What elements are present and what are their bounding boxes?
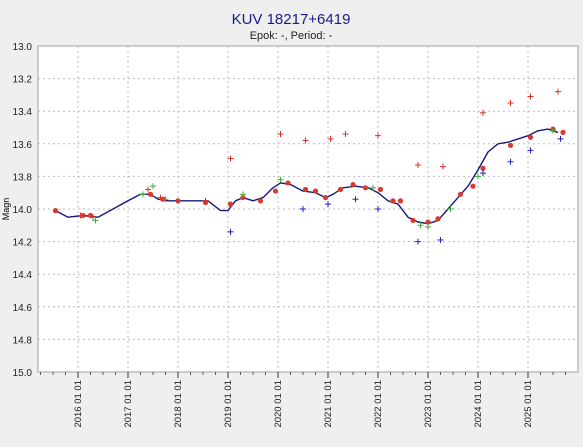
grid-layer bbox=[38, 46, 578, 372]
x-tick-label: 2023 01 01 bbox=[423, 380, 434, 428]
observation-marker bbox=[415, 238, 421, 245]
mean-point bbox=[560, 129, 566, 135]
observation-marker bbox=[550, 127, 556, 134]
x-tick-label: 2019 01 01 bbox=[223, 380, 234, 428]
observation-marker bbox=[150, 183, 156, 190]
mean-point bbox=[527, 134, 534, 140]
mean-point bbox=[337, 186, 344, 193]
observation-marker bbox=[227, 155, 234, 162]
x-tick-label: 2021 01 01 bbox=[323, 380, 334, 428]
x-tick-label: 2017 01 01 bbox=[123, 380, 134, 428]
series-layer bbox=[52, 88, 566, 245]
observation-marker bbox=[202, 197, 209, 204]
observation-marker bbox=[555, 88, 561, 95]
observation-marker bbox=[92, 217, 99, 224]
x-tick-label: 2018 01 01 bbox=[173, 380, 184, 428]
mean-point bbox=[227, 201, 234, 207]
observation-marker bbox=[302, 137, 309, 144]
mean-point bbox=[377, 186, 384, 193]
observation-marker bbox=[415, 161, 421, 168]
observation-marker bbox=[440, 163, 446, 170]
observation-marker bbox=[527, 147, 534, 154]
observation-marker bbox=[527, 93, 534, 100]
y-tick-label: 13.8 bbox=[13, 172, 33, 183]
x-tick-label: 2020 01 01 bbox=[273, 380, 284, 428]
observation-marker bbox=[342, 131, 349, 138]
x-tick-label: 2016 01 01 bbox=[73, 380, 84, 428]
mean-point bbox=[147, 191, 154, 197]
observation-marker bbox=[162, 196, 169, 203]
observation-marker bbox=[140, 191, 146, 198]
y-tick-label: 14.8 bbox=[13, 335, 33, 346]
x-tick-label: 2022 01 01 bbox=[373, 380, 384, 428]
observation-marker bbox=[480, 170, 486, 177]
observation-marker bbox=[300, 206, 306, 212]
observation-marker bbox=[145, 186, 151, 193]
x-tick-label: 2024 01 01 bbox=[473, 380, 484, 428]
chart-subtitle: Epok: -, Period: - bbox=[250, 30, 333, 42]
y-tick-label: 15.0 bbox=[13, 368, 33, 379]
mean-point bbox=[435, 216, 441, 222]
observation-marker bbox=[375, 206, 381, 212]
mean-point bbox=[240, 194, 246, 201]
observation-marker bbox=[277, 176, 284, 183]
mean-point bbox=[312, 188, 319, 194]
observation-marker bbox=[227, 228, 234, 235]
observation-marker bbox=[327, 135, 334, 142]
y-tick-label: 14.6 bbox=[13, 303, 33, 314]
y-tick-label: 13.2 bbox=[13, 75, 33, 86]
observation-marker bbox=[507, 100, 514, 107]
y-tick-label: 14.2 bbox=[13, 238, 33, 249]
observation-marker bbox=[417, 222, 424, 229]
observation-marker bbox=[77, 212, 84, 219]
observation-marker bbox=[425, 223, 431, 230]
mean-point bbox=[350, 181, 356, 188]
mean-point bbox=[302, 186, 309, 193]
mean-point bbox=[390, 198, 396, 204]
fit-curve bbox=[55, 128, 559, 225]
mean-point bbox=[410, 217, 416, 224]
x-tick-label: 2025 01 01 bbox=[523, 380, 534, 428]
observation-marker bbox=[437, 236, 444, 243]
mean-point bbox=[480, 165, 486, 171]
mean-point bbox=[257, 198, 264, 204]
observation-marker bbox=[157, 194, 164, 201]
observation-marker bbox=[90, 214, 96, 221]
observation-marker bbox=[480, 109, 486, 116]
observation-marker bbox=[557, 135, 564, 142]
y-axis-label: Magn bbox=[1, 198, 11, 221]
mean-point bbox=[425, 219, 431, 225]
observation-marker bbox=[475, 173, 481, 180]
observation-marker bbox=[375, 132, 381, 139]
mean-point bbox=[397, 198, 404, 204]
mean-point bbox=[52, 208, 59, 214]
mean-point bbox=[457, 191, 464, 197]
y-tick-label: 13.0 bbox=[13, 42, 33, 53]
mean-point bbox=[507, 142, 514, 149]
y-tick-label: 14.0 bbox=[13, 205, 33, 216]
mean-point bbox=[175, 198, 181, 204]
y-tick-label: 13.4 bbox=[13, 107, 33, 118]
observation-marker bbox=[447, 206, 454, 212]
y-tick-label: 14.4 bbox=[13, 270, 33, 281]
axis-layer: 13.0 13.2 13.4 13.6 13.8 14.0 14.2 14.4 14.6 14.8… bbox=[13, 42, 566, 428]
observation-marker bbox=[370, 184, 376, 191]
mean-point bbox=[285, 180, 291, 186]
mean-point bbox=[322, 194, 329, 201]
observation-marker bbox=[507, 158, 514, 165]
observation-marker bbox=[352, 196, 359, 203]
observation-marker bbox=[325, 201, 331, 208]
chart-title: KUV 18217+6419 bbox=[232, 11, 351, 28]
mean-point bbox=[362, 185, 369, 191]
y-tick-label: 13.6 bbox=[13, 140, 33, 151]
observation-marker bbox=[240, 191, 246, 198]
mean-point bbox=[272, 188, 279, 194]
mean-point bbox=[470, 183, 476, 189]
observation-marker bbox=[277, 131, 284, 138]
